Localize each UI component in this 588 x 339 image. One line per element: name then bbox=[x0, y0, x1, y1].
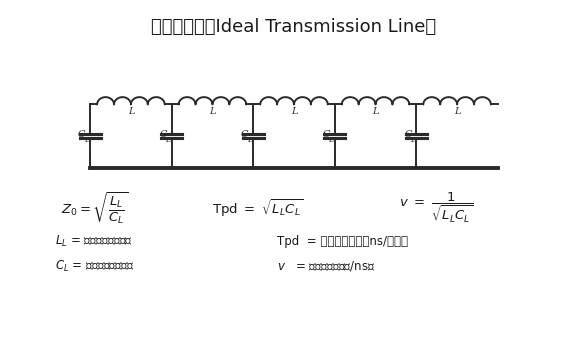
Text: L: L bbox=[290, 107, 298, 116]
Text: L: L bbox=[84, 136, 89, 144]
Text: $Z_0 = \sqrt{\dfrac{L_L}{C_L}}$: $Z_0 = \sqrt{\dfrac{L_L}{C_L}}$ bbox=[61, 190, 128, 225]
Text: Tpd  = 单位长度延迟（ns/长度）: Tpd = 单位长度延迟（ns/长度） bbox=[276, 235, 407, 248]
Text: C: C bbox=[404, 130, 412, 139]
Text: L: L bbox=[410, 136, 415, 144]
Text: C: C bbox=[78, 130, 85, 139]
Text: $L_L$ = 单位长度上的电感: $L_L$ = 单位长度上的电感 bbox=[55, 234, 133, 249]
Text: C: C bbox=[241, 130, 249, 139]
Text: C: C bbox=[159, 130, 167, 139]
Text: L: L bbox=[329, 136, 333, 144]
Text: L: L bbox=[209, 107, 216, 116]
Text: L: L bbox=[372, 107, 379, 116]
Text: L: L bbox=[247, 136, 252, 144]
Text: $v$   = 传输速度（长度/ns）: $v$ = 传输速度（长度/ns） bbox=[276, 259, 375, 273]
Text: 理想传输线（Ideal Transmission Line）: 理想传输线（Ideal Transmission Line） bbox=[152, 18, 436, 36]
Text: L: L bbox=[454, 107, 460, 116]
Text: L: L bbox=[128, 107, 134, 116]
Text: L: L bbox=[165, 136, 171, 144]
Text: $C_L$ = 单位长度上的电容: $C_L$ = 单位长度上的电容 bbox=[55, 259, 135, 274]
Text: $v\ =\ \dfrac{1}{\sqrt{L_L C_L}}$: $v\ =\ \dfrac{1}{\sqrt{L_L C_L}}$ bbox=[399, 191, 473, 225]
Text: $\mathrm{Tpd}\ =\ \sqrt{L_L C_L}$: $\mathrm{Tpd}\ =\ \sqrt{L_L C_L}$ bbox=[212, 197, 303, 219]
Text: C: C bbox=[323, 130, 330, 139]
